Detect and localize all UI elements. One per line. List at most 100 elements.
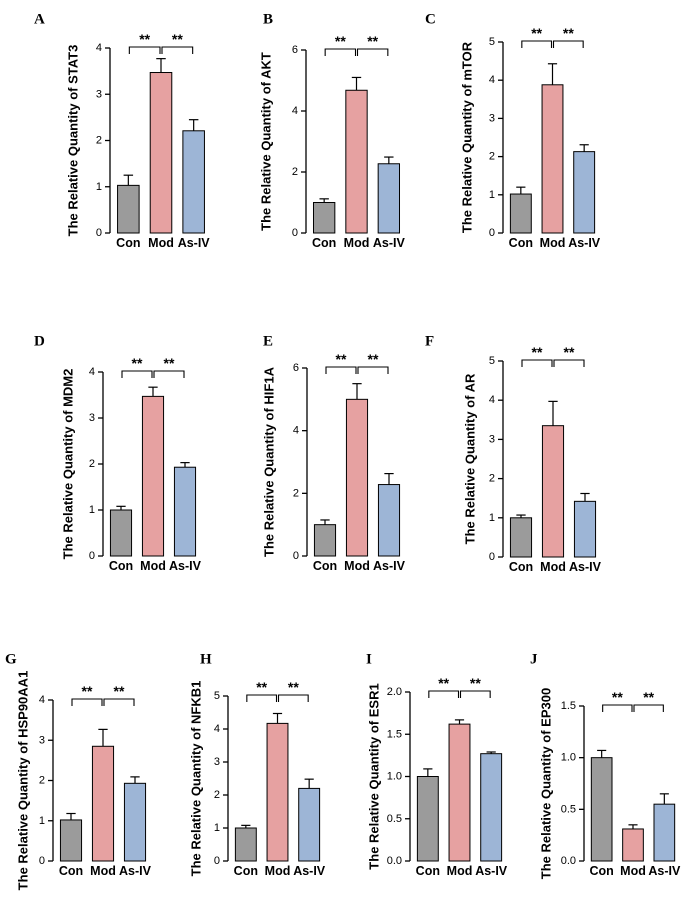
y-axis-title: The Relative Quantity of MDM2 — [61, 369, 76, 560]
x-category-label: As-IV — [568, 236, 601, 250]
x-category-label: Mod — [344, 559, 370, 573]
y-tick-label: 1 — [214, 822, 220, 834]
y-tick-label: 0 — [293, 550, 299, 562]
bar-asiv — [653, 803, 676, 862]
y-tick-label: 3 — [489, 433, 495, 445]
bar-con — [313, 524, 337, 557]
significance-label: ** — [612, 689, 623, 705]
bar-mod — [541, 425, 565, 558]
y-tick-label: 0.5 — [387, 813, 402, 825]
significance-label: ** — [132, 355, 143, 371]
significance-label: ** — [256, 679, 267, 695]
significance-bracket — [602, 704, 633, 712]
y-tick-label: 4 — [489, 74, 495, 86]
panel-letter: B — [263, 12, 273, 28]
bar-con — [509, 193, 532, 234]
y-tick-label: 3 — [39, 734, 45, 746]
y-tick-label: 3 — [489, 112, 495, 124]
significance-bracket — [553, 359, 585, 367]
x-category-label: As-IV — [373, 559, 406, 573]
bar-mod — [149, 72, 173, 234]
y-tick-label: 5 — [214, 690, 220, 702]
significance-label: ** — [139, 31, 150, 47]
significance-bracket — [459, 690, 491, 698]
bar-mod — [541, 84, 564, 234]
significance-bracket — [633, 704, 664, 712]
significance-label: ** — [470, 675, 481, 691]
significance-bracket — [521, 359, 553, 367]
bar-asiv — [377, 163, 401, 234]
y-tick-label: 6 — [292, 44, 298, 56]
x-category-label: Con — [313, 559, 337, 573]
bar-mod — [141, 395, 165, 557]
y-tick-label: 0 — [96, 227, 102, 239]
y-axis-title: The Relative Quantity of HIF1A — [262, 366, 277, 557]
chart-panel-f: F 0 1 2 3 4 5 The Relative Quantity of AR Con Mod… — [425, 334, 602, 574]
x-category-label: As-IV — [119, 864, 152, 878]
x-category-label: Mod — [148, 236, 174, 250]
y-tick-label: 2 — [214, 789, 220, 801]
x-category-label: Con — [234, 864, 258, 878]
panel-letter: D — [34, 334, 45, 350]
x-category-label: As-IV — [569, 560, 602, 574]
bar-asiv — [573, 500, 597, 558]
y-tick-label: 1.5 — [561, 700, 576, 712]
x-category-label: Mod — [140, 559, 166, 573]
y-tick-label: 1 — [489, 189, 495, 201]
chart-panel-a: A 0 1 2 3 4 The Relative Quantity of STAT3 Con M… — [34, 12, 210, 250]
y-tick-label: 1 — [89, 504, 95, 516]
y-tick-label: 3 — [96, 88, 102, 100]
significance-label: ** — [532, 344, 543, 360]
y-tick-label: 0 — [39, 855, 45, 867]
bar-asiv — [480, 753, 503, 862]
y-tick-label: 1.0 — [387, 771, 402, 783]
bar-mod — [266, 722, 289, 862]
x-category-label: Mod — [540, 560, 566, 574]
chart-panel-g: G 0 1 2 3 4 The Relative Quantity of HSP90AA1 C… — [5, 652, 152, 891]
bar-asiv — [573, 151, 596, 234]
y-tick-label: 0 — [89, 550, 95, 562]
y-axis-title: The Relative Quantity of STAT3 — [66, 45, 81, 237]
chart-panel-h: H 0 1 2 3 4 5 The Relative Quantity of NFKB1 Con… — [189, 652, 326, 878]
panel-letter: H — [200, 652, 212, 668]
y-tick-label: 2 — [489, 151, 495, 163]
x-category-label: As-IV — [373, 236, 406, 250]
significance-label: ** — [564, 344, 575, 360]
chart-panel-e: E 0 2 4 6 The Relative Quantity of HIF1A Con Mo… — [262, 334, 406, 573]
significance-bracket — [161, 46, 194, 54]
significance-label: ** — [172, 31, 183, 47]
y-tick-label: 1.0 — [561, 752, 576, 764]
x-category-label: Con — [509, 560, 533, 574]
panel-letter: G — [5, 652, 17, 668]
y-tick-label: 4 — [292, 105, 298, 117]
x-category-label: As-IV — [648, 864, 681, 878]
y-tick-label: 4 — [293, 425, 299, 437]
bar-asiv — [298, 787, 321, 862]
panel-letter: J — [530, 652, 538, 668]
significance-bracket — [325, 366, 357, 374]
y-tick-label: 0.5 — [561, 803, 576, 815]
bar-con — [416, 776, 439, 862]
y-tick-label: 0.0 — [561, 855, 576, 867]
x-category-label: Mod — [90, 864, 116, 878]
y-tick-label: 1 — [96, 181, 102, 193]
significance-label: ** — [114, 683, 125, 699]
y-tick-label: 0 — [214, 855, 220, 867]
y-tick-label: 4 — [96, 42, 102, 54]
x-category-label: Con — [109, 559, 133, 573]
y-axis-title: The Relative Quantity of AKT — [259, 52, 274, 231]
chart-panel-b: B 0 2 4 6 The Relative Quantity of AKT Con Mod A… — [259, 12, 406, 250]
bar-con — [59, 819, 83, 862]
x-category-label: Mod — [540, 236, 566, 250]
bar-asiv — [123, 782, 147, 862]
x-category-label: Con — [59, 864, 83, 878]
y-tick-label: 2 — [293, 487, 299, 499]
significance-bracket — [428, 690, 460, 698]
x-category-label: As-IV — [475, 864, 508, 878]
y-tick-label: 0 — [489, 227, 495, 239]
x-category-label: Con — [416, 864, 440, 878]
bar-con — [234, 827, 257, 862]
bar-con — [109, 509, 133, 557]
y-tick-label: 5 — [489, 36, 495, 48]
significance-bracket — [521, 40, 553, 48]
